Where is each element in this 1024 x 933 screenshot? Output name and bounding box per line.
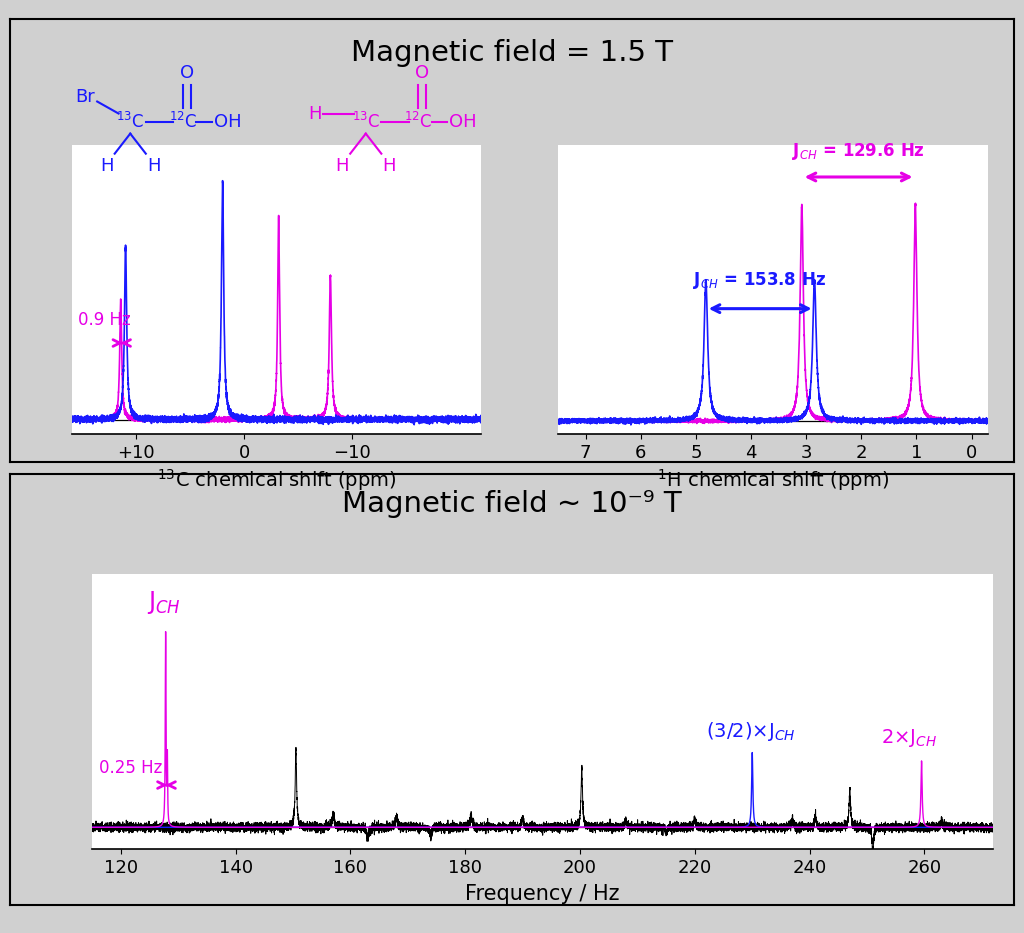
Text: (3/2)$\times$J$_{CH}$: (3/2)$\times$J$_{CH}$ [707,719,796,743]
Text: 0.9 Hz: 0.9 Hz [78,311,131,328]
Text: J$_{CH}$: J$_{CH}$ [147,589,181,616]
Text: $^{12}$C: $^{12}$C [404,112,432,132]
Text: H: H [336,157,349,174]
X-axis label: $^{13}$C chemical shift (ppm): $^{13}$C chemical shift (ppm) [157,467,396,493]
Text: $^{12}$C: $^{12}$C [169,112,197,132]
Text: O: O [415,64,429,82]
Text: J$_{CH}$ = 153.8 Hz: J$_{CH}$ = 153.8 Hz [693,271,826,291]
Text: $^{13}$C: $^{13}$C [351,112,380,132]
Text: H: H [146,157,161,174]
Text: H: H [382,157,396,174]
Text: J$_{CH}$ = 129.6 Hz: J$_{CH}$ = 129.6 Hz [793,141,925,162]
Text: 2$\times$J$_{CH}$: 2$\times$J$_{CH}$ [882,727,937,749]
Text: Magnetic field = 1.5 T: Magnetic field = 1.5 T [351,38,673,66]
X-axis label: $^{1}$H chemical shift (ppm): $^{1}$H chemical shift (ppm) [657,467,889,493]
Text: 0.25 Hz: 0.25 Hz [99,759,163,776]
Text: H: H [308,104,322,122]
Text: Br: Br [76,89,95,106]
Text: OH: OH [214,113,242,131]
Text: Magnetic field ∼ 10⁻⁹ T: Magnetic field ∼ 10⁻⁹ T [342,491,682,519]
Text: O: O [179,64,194,82]
Text: OH: OH [450,113,477,131]
Text: H: H [100,157,114,174]
X-axis label: Frequency / Hz: Frequency / Hz [466,884,620,904]
Text: $^{13}$C: $^{13}$C [116,112,144,132]
